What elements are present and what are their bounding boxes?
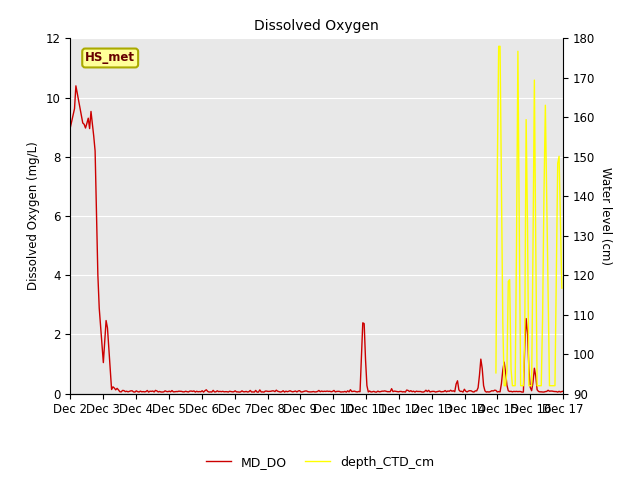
Y-axis label: Water level (cm): Water level (cm) [599, 167, 612, 265]
MD_DO [129, 388, 136, 394]
MD_DO [215, 389, 223, 395]
Line: depth_CTD_cm: depth_CTD_cm [496, 46, 562, 386]
MD_DO [72, 83, 80, 89]
MD_DO [236, 389, 243, 395]
MD_DO [231, 388, 239, 394]
Title: Dissolved Oxygen: Dissolved Oxygen [255, 19, 379, 33]
MD_DO [285, 388, 292, 394]
MD_DO [534, 388, 542, 394]
MD_DO [559, 388, 567, 394]
Y-axis label: Dissolved Oxygen (mg/L): Dissolved Oxygen (mg/L) [27, 142, 40, 290]
Legend: MD_DO, depth_CTD_cm: MD_DO, depth_CTD_cm [200, 451, 440, 474]
Text: HS_met: HS_met [85, 51, 135, 64]
MD_DO [67, 124, 74, 130]
MD_DO [241, 389, 248, 395]
depth_CTD_cm [532, 242, 540, 248]
Line: MD_DO: MD_DO [70, 86, 563, 392]
